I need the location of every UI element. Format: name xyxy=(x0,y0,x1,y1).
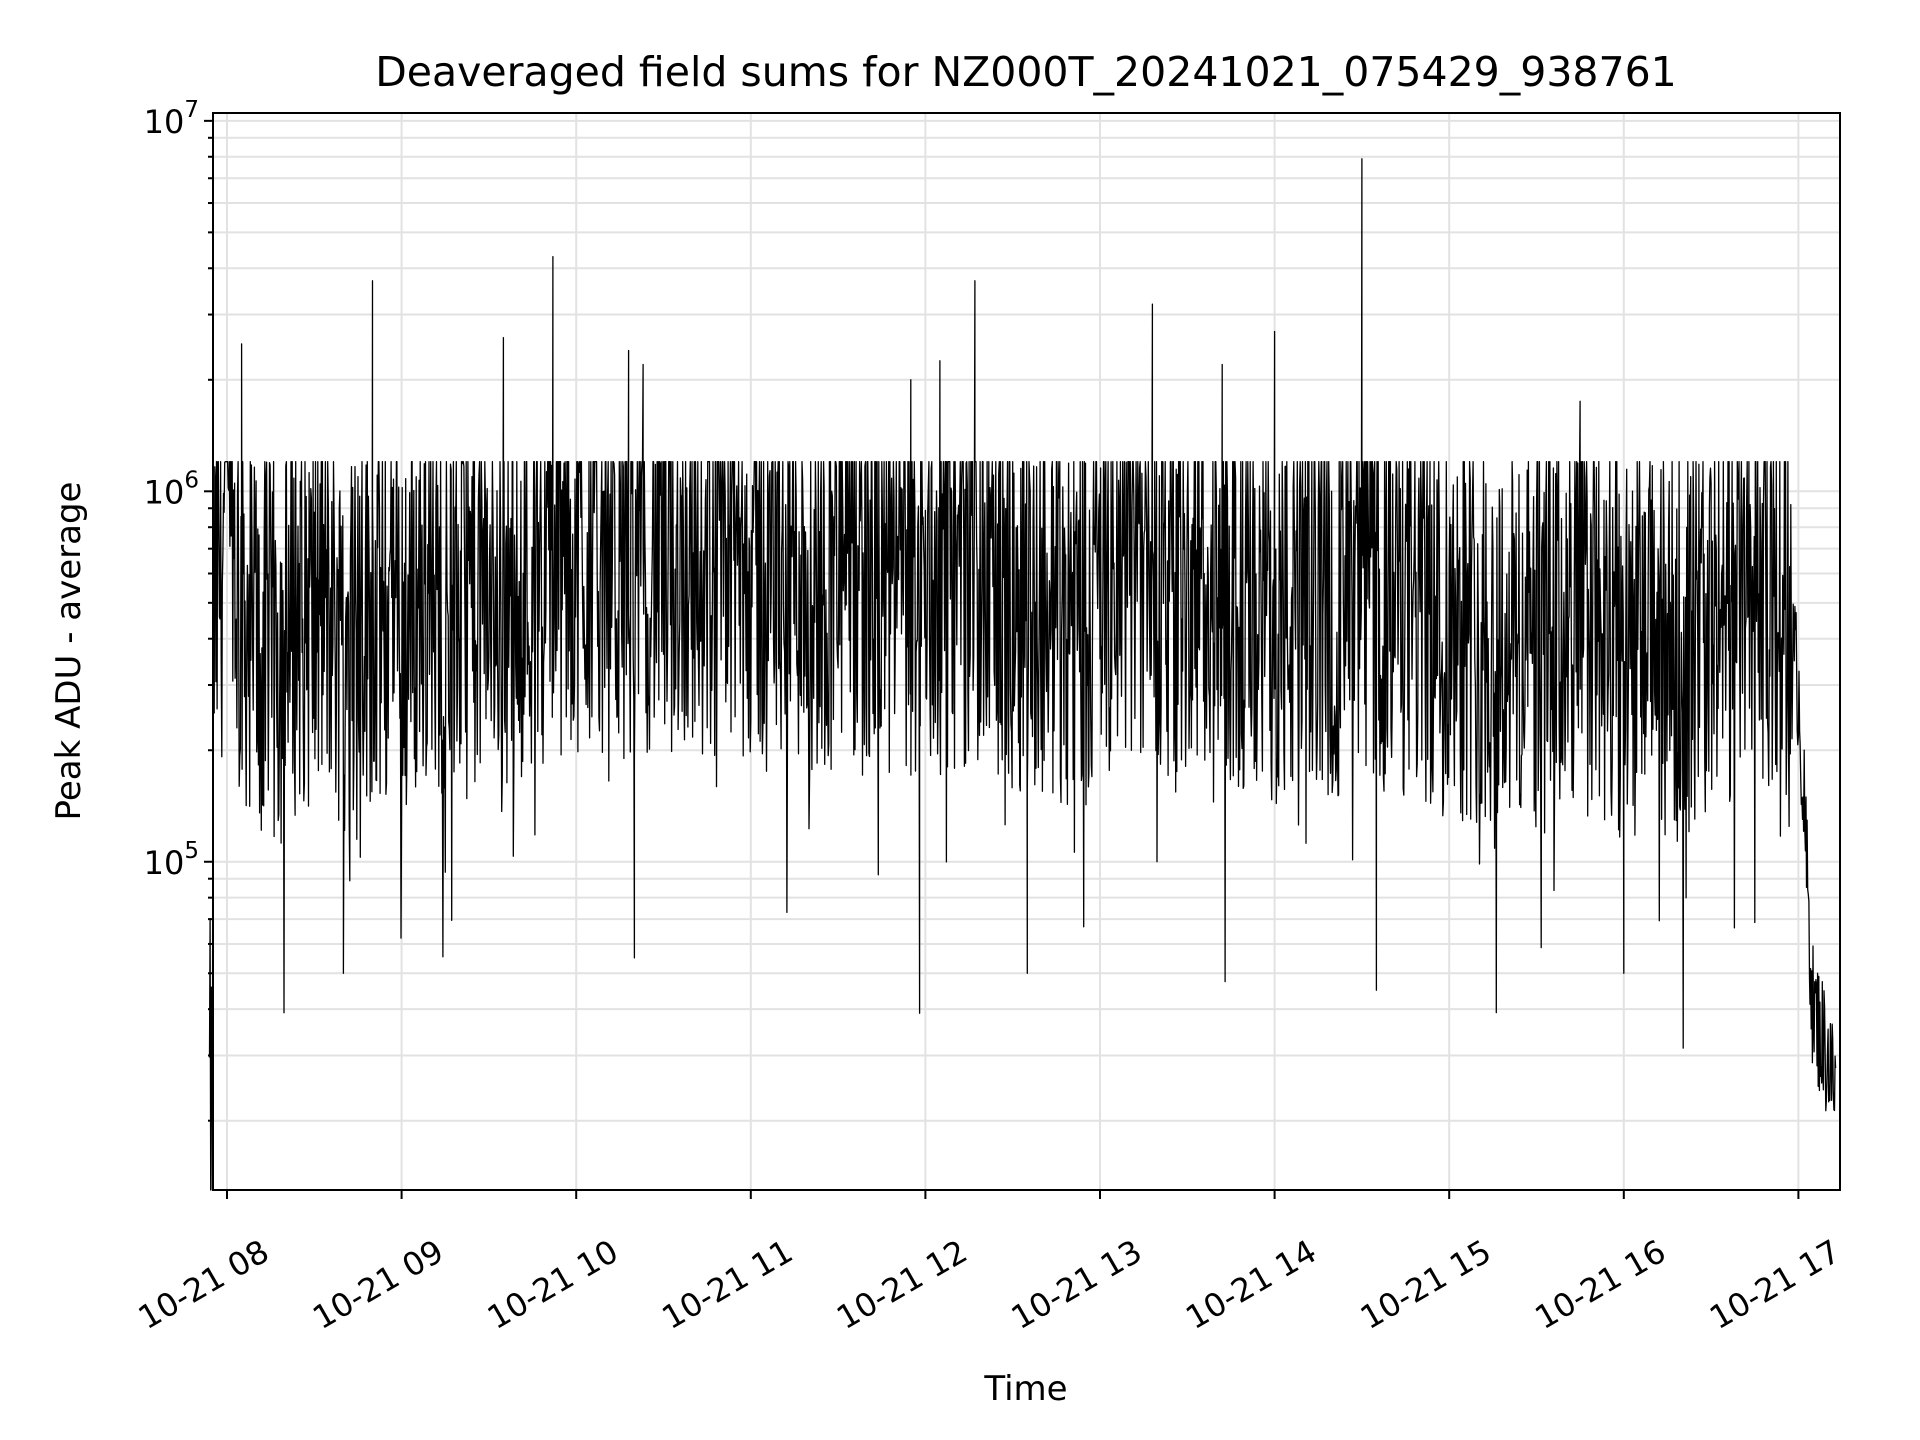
y-tick-exponent: 6 xyxy=(184,467,199,493)
chart-title: Deaveraged field sums for NZ000T_2024102… xyxy=(375,48,1677,96)
data-series xyxy=(208,158,1837,1191)
y-tick-base: 10 xyxy=(144,473,185,511)
y-tick-base: 10 xyxy=(144,844,185,882)
y-tick-label: 106 xyxy=(144,467,199,511)
y-tick-label: 107 xyxy=(144,97,199,141)
y-axis-label: Peak ADU - average xyxy=(49,482,89,821)
x-axis-label: Time xyxy=(983,1369,1067,1409)
y-tick-label: 105 xyxy=(144,838,199,882)
plot-frame xyxy=(212,112,1841,1191)
series-line xyxy=(208,158,1837,1191)
y-tick-exponent: 5 xyxy=(184,838,199,864)
y-tick-base: 10 xyxy=(144,103,185,141)
y-tick-exponent: 7 xyxy=(184,97,199,123)
